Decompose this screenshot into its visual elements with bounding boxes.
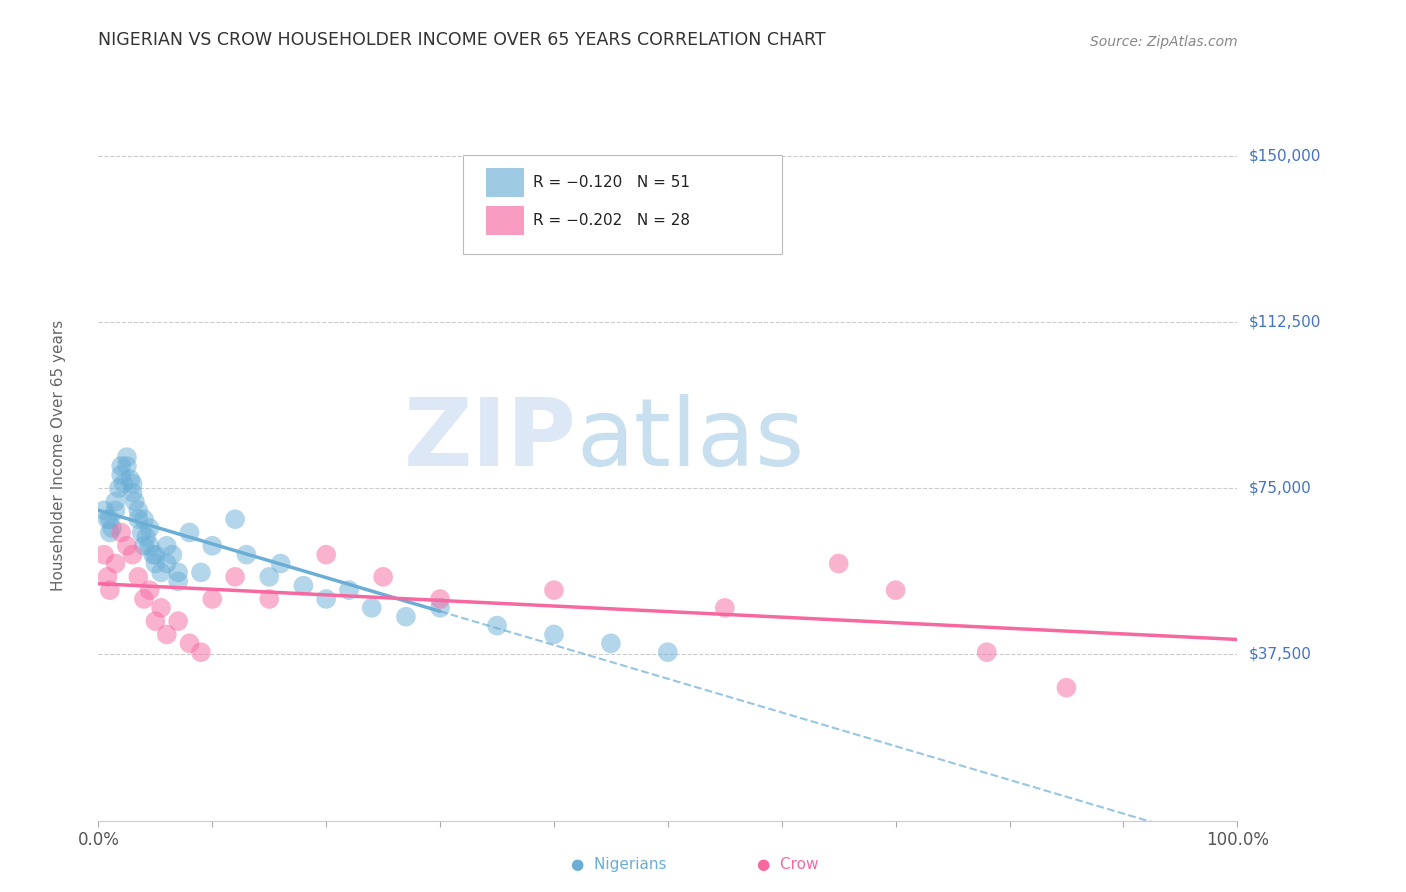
Point (360, 600, 382, 615)
Point (884, 583, 907, 598)
Point (190, 566, 212, 580)
Point (156, 539, 179, 553)
Text: NIGERIAN VS CROW HOUSEHOLDER INCOME OVER 65 YEARS CORRELATION CHART: NIGERIAN VS CROW HOUSEHOLDER INCOME OVER… (98, 31, 827, 49)
Point (600, 636, 623, 650)
Text: Source: ZipAtlas.com: Source: ZipAtlas.com (1090, 35, 1237, 49)
Point (127, 570, 149, 584)
Point (714, 600, 737, 615)
Point (132, 592, 155, 607)
Point (110, 525, 132, 540)
Point (179, 636, 201, 650)
Point (98, 525, 121, 540)
Point (224, 512, 246, 526)
Point (657, 645, 679, 659)
Point (112, 476, 135, 491)
Point (167, 574, 190, 589)
Point (108, 481, 131, 495)
Point (104, 494, 127, 508)
FancyBboxPatch shape (485, 169, 524, 197)
Point (315, 548, 337, 562)
Point (93, 548, 115, 562)
Point (124, 494, 146, 508)
Point (138, 583, 160, 598)
Point (145, 614, 167, 628)
Point (235, 548, 257, 562)
Point (98, 583, 121, 598)
Point (167, 566, 190, 580)
FancyBboxPatch shape (485, 206, 524, 235)
Point (145, 557, 167, 571)
Point (138, 539, 160, 553)
Point (104, 503, 127, 517)
Point (315, 592, 337, 607)
Point (395, 609, 418, 624)
Text: $75,000: $75,000 (1249, 481, 1312, 496)
Point (976, 645, 998, 659)
Point (121, 476, 143, 491)
Point (145, 548, 167, 562)
Point (110, 467, 132, 482)
Point (292, 579, 315, 593)
Point (121, 548, 143, 562)
Point (156, 627, 179, 641)
Point (127, 503, 149, 517)
Point (115, 539, 138, 553)
Point (543, 627, 565, 641)
Text: R = −0.120   N = 51: R = −0.120 N = 51 (533, 176, 690, 190)
Point (201, 539, 224, 553)
Point (190, 645, 212, 659)
Point (371, 570, 394, 584)
Point (131, 525, 153, 540)
Point (162, 548, 184, 562)
Point (127, 512, 149, 526)
Point (121, 485, 143, 500)
Point (179, 525, 201, 540)
Point (486, 618, 509, 632)
Text: ●  Nigerians: ● Nigerians (571, 857, 666, 872)
Point (337, 583, 360, 598)
Point (96, 570, 118, 584)
Point (259, 570, 281, 584)
Point (156, 557, 179, 571)
Point (259, 592, 281, 607)
Point (429, 592, 451, 607)
Point (104, 557, 127, 571)
Point (150, 600, 173, 615)
Point (115, 450, 138, 464)
Point (98, 512, 121, 526)
Text: R = −0.202   N = 28: R = −0.202 N = 28 (533, 213, 690, 228)
Point (543, 583, 565, 598)
Point (93, 503, 115, 517)
Point (167, 614, 190, 628)
Point (150, 566, 173, 580)
Point (270, 557, 292, 571)
Text: atlas: atlas (576, 394, 806, 486)
Point (120, 472, 142, 486)
Text: $37,500: $37,500 (1249, 647, 1312, 662)
Point (828, 557, 851, 571)
Point (142, 548, 165, 562)
Text: $150,000: $150,000 (1249, 148, 1320, 163)
Text: Householder Income Over 65 years: Householder Income Over 65 years (51, 319, 66, 591)
Point (96, 512, 118, 526)
Point (224, 570, 246, 584)
Point (115, 458, 138, 473)
Point (132, 539, 155, 553)
Point (201, 592, 224, 607)
Text: ●  Crow: ● Crow (756, 857, 818, 872)
Point (138, 521, 160, 535)
Point (132, 512, 155, 526)
FancyBboxPatch shape (463, 155, 782, 253)
Point (429, 600, 451, 615)
Point (110, 458, 132, 473)
Point (1054, 681, 1078, 695)
Text: $112,500: $112,500 (1249, 315, 1320, 329)
Point (135, 530, 157, 544)
Text: ZIP: ZIP (404, 394, 576, 486)
Point (101, 521, 124, 535)
